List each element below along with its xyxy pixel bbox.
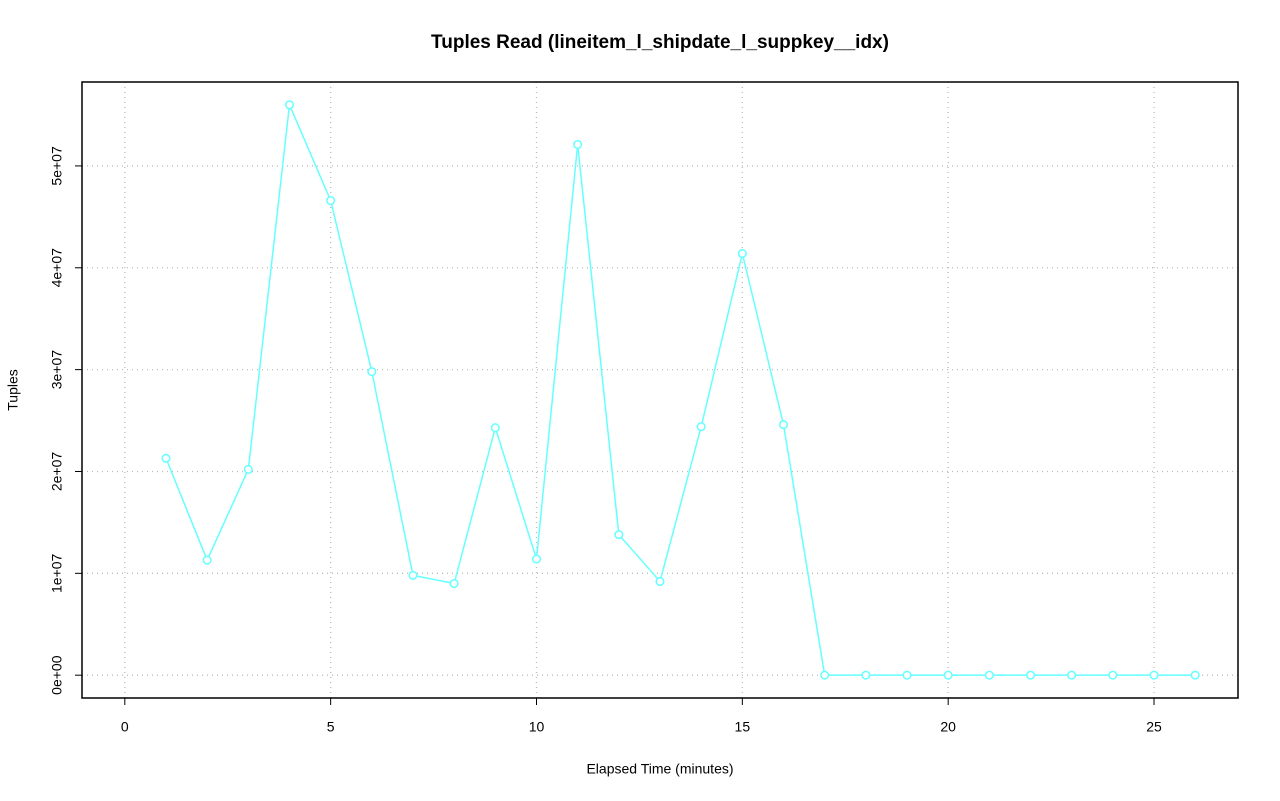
data-point (1149, 670, 1159, 680)
plot-frame (81, 81, 1239, 699)
data-point (367, 367, 377, 377)
data-point (696, 422, 706, 432)
data-point (161, 453, 171, 463)
data-point (243, 464, 253, 474)
data-point (449, 578, 459, 589)
y-tick-label: 5e+07 (49, 146, 65, 186)
data-point (326, 196, 336, 206)
y-tick-label: 1e+07 (49, 553, 65, 593)
data-point (1108, 670, 1118, 680)
y-axis-label: Tuples (5, 369, 21, 411)
x-tick-label: 15 (735, 719, 751, 735)
x-tick-label: 20 (940, 719, 956, 735)
data-point (490, 423, 500, 433)
data-point (408, 570, 418, 580)
data-point (614, 530, 624, 540)
data-point (820, 670, 830, 680)
data-point (1025, 670, 1036, 680)
data-point (984, 670, 994, 680)
y-tick-label: 4e+07 (49, 248, 65, 288)
data-point (531, 554, 542, 564)
series-line (165, 101, 1196, 676)
x-tick-label: 0 (121, 719, 129, 735)
data-point (1067, 670, 1077, 680)
y-tick-label: 0e+00 (49, 655, 65, 695)
data-point (573, 139, 583, 150)
data-point (737, 248, 747, 259)
data-point (1190, 670, 1200, 680)
chart-title: Tuples Read (lineitem_l_shipdate_l_suppk… (431, 32, 889, 53)
y-tick-label: 3e+07 (49, 350, 65, 390)
x-axis-label: Elapsed Time (minutes) (586, 761, 733, 777)
data-point (202, 555, 212, 565)
x-tick-label: 25 (1146, 719, 1162, 735)
data-point (943, 670, 953, 680)
data-point (655, 576, 665, 587)
x-tick-label: 10 (529, 719, 545, 735)
data-point (284, 100, 295, 110)
data-point (778, 420, 789, 430)
data-point (861, 670, 871, 680)
x-tick-label: 5 (327, 719, 335, 735)
y-tick-label: 2e+07 (49, 452, 65, 492)
data-point (902, 670, 912, 680)
